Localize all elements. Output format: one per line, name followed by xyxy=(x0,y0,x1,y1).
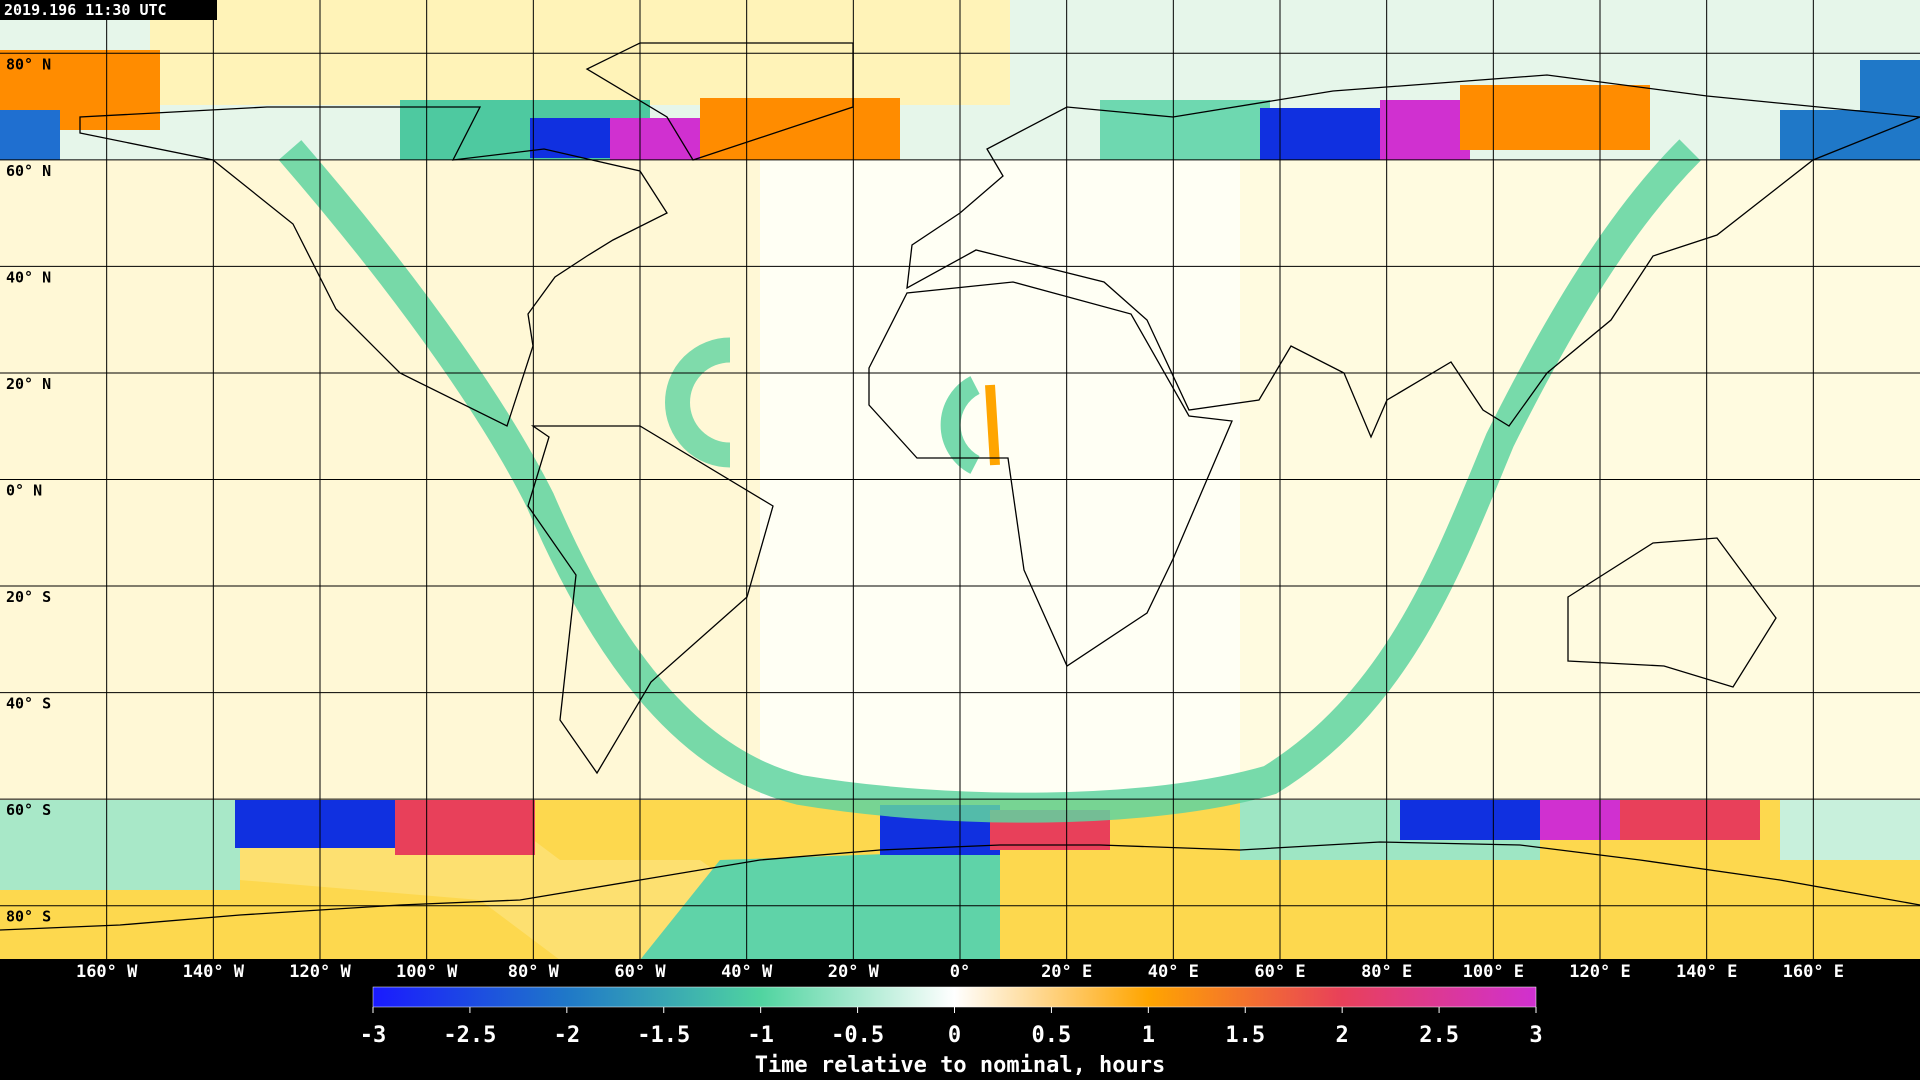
colorbar-tick-label: 2 xyxy=(1336,1023,1349,1048)
polar-region xyxy=(1400,800,1540,840)
colorbar-tick-label: 3 xyxy=(1529,1023,1542,1048)
polar-region xyxy=(0,800,240,890)
lon-label: 60° E xyxy=(1254,962,1305,982)
labels: 80° N 60° N 40° N 20° N 0° N 20° S 40° S 60° S 8… xyxy=(6,55,1844,982)
colorbar-tick-label: -2.5 xyxy=(443,1023,496,1048)
lon-label: 80° W xyxy=(508,962,560,982)
colorbar-tick-label: -0.5 xyxy=(831,1023,884,1048)
colorbar-tick-label: -1.5 xyxy=(637,1023,690,1048)
lon-label: 140° W xyxy=(183,962,245,982)
lat-label: 80° S xyxy=(6,908,51,926)
polar-region xyxy=(1620,800,1760,840)
lon-label: 100° E xyxy=(1463,962,1524,982)
polar-region xyxy=(1780,800,1920,860)
lon-label: 20° E xyxy=(1041,962,1092,982)
lon-label: 40° W xyxy=(721,962,773,982)
graticule xyxy=(0,0,1920,959)
colorbar xyxy=(372,986,1537,1008)
polar-region xyxy=(700,98,900,160)
lon-label: 120° E xyxy=(1569,962,1630,982)
polar-region xyxy=(235,800,395,848)
map xyxy=(0,0,1920,959)
polar-region xyxy=(1460,85,1650,150)
polar-region xyxy=(1540,800,1620,840)
swath xyxy=(985,384,1000,466)
lat-label: 40° S xyxy=(6,695,51,713)
polar-region xyxy=(1260,108,1390,160)
polar-region xyxy=(610,118,700,160)
colorbar-tick-label: 0 xyxy=(948,1023,961,1048)
lon-label: 160° W xyxy=(76,962,138,982)
polar-region xyxy=(640,850,1000,959)
polar-region xyxy=(1380,100,1470,160)
lon-label: 20° W xyxy=(828,962,880,982)
colorbar-tick-label: 2.5 xyxy=(1419,1023,1459,1048)
timestamp: 2019.196 11:30 UTC xyxy=(4,1,167,19)
lat-label: 60° S xyxy=(6,801,51,819)
swath xyxy=(278,139,1701,823)
polar-region xyxy=(395,800,535,855)
colorbar-axis: -3 -2.5 -2 -1.5 -1 -0.5 0 0.5 1 1.5 2 2.5 3 xyxy=(360,1007,1543,1048)
lon-label: 140° E xyxy=(1676,962,1737,982)
polar-region xyxy=(0,110,60,160)
lon-label: 160° E xyxy=(1783,962,1844,982)
colorbar-label: Time relative to nominal, hours xyxy=(755,1053,1166,1078)
swath xyxy=(665,337,731,468)
polar-region xyxy=(530,118,620,158)
lat-label: 60° N xyxy=(6,162,51,180)
colorbar-tick-label: -1 xyxy=(747,1023,774,1048)
colorbar-tick-label: -2 xyxy=(554,1023,581,1048)
lon-label: 0° xyxy=(950,962,970,982)
lon-label: 100° W xyxy=(396,962,458,982)
lat-label: 20° S xyxy=(6,588,51,606)
timestamp-box xyxy=(0,0,217,20)
lon-label: 60° W xyxy=(614,962,666,982)
lon-label: 80° E xyxy=(1361,962,1412,982)
polar-region xyxy=(1860,60,1920,120)
lat-label: 40° N xyxy=(6,268,51,286)
colorbar-tick-label: 0.5 xyxy=(1032,1023,1072,1048)
lon-label: 120° W xyxy=(289,962,351,982)
colorbar-tick-label: 1.5 xyxy=(1225,1023,1265,1048)
lat-label: 0° N xyxy=(6,482,42,500)
colorbar-tick-label: -3 xyxy=(360,1023,387,1048)
lat-label: 20° N xyxy=(6,375,51,393)
colorbar-tick-label: 1 xyxy=(1142,1023,1155,1048)
lon-label: 40° E xyxy=(1148,962,1199,982)
polar-region xyxy=(150,0,1010,105)
lat-label: 80° N xyxy=(6,55,51,73)
polar-region xyxy=(1100,100,1270,160)
